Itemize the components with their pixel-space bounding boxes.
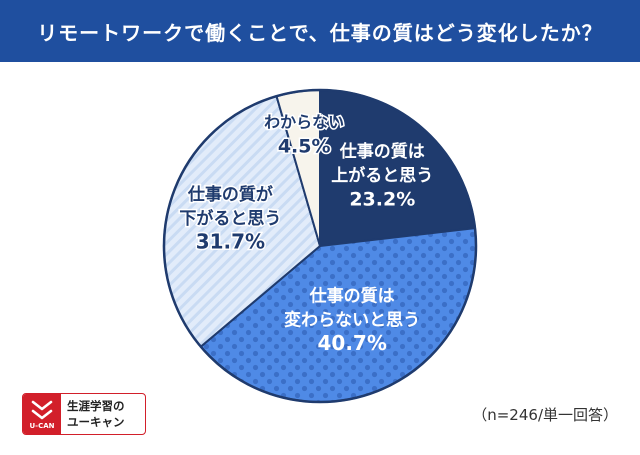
slice-same-percent: 40.7% xyxy=(317,331,386,355)
slice-same-label-0: 仕事の質は xyxy=(309,285,395,306)
ucan-emblem-icon xyxy=(31,400,53,419)
slice-up-label-1: 上がると思う xyxy=(331,165,433,186)
pie-labels: 仕事の質は上がると思う23.2%仕事の質は変わらないと思う40.7%仕事の質が下… xyxy=(178,111,433,355)
slice-down-label-0: 仕事の質が xyxy=(187,184,273,205)
slice-unknown-percent: 4.5% xyxy=(278,135,331,157)
ucan-logo-mark: U-CAN xyxy=(23,394,61,434)
slice-unknown-label-0: わからない xyxy=(264,112,344,131)
ucan-logo: U-CAN 生涯学習の ユーキャン xyxy=(22,393,146,435)
ucan-logo-line1: 生涯学習の xyxy=(67,399,125,413)
slice-up-percent: 23.2% xyxy=(349,189,415,211)
ucan-brand: U-CAN xyxy=(29,421,55,430)
sample-note: （n=246/単一回答） xyxy=(472,406,618,424)
chart-title: リモートワークで働くことで、仕事の質はどう変化したか？ xyxy=(0,0,640,62)
slice-down-percent: 31.7% xyxy=(196,229,265,253)
ucan-logo-line2: ユーキャン xyxy=(67,415,125,429)
slice-up-label-0: 仕事の質は xyxy=(339,141,425,162)
slice-down-label-1: 下がると思う xyxy=(179,208,281,229)
slice-same-label-1: 変わらないと思う xyxy=(284,309,420,330)
pie-outline xyxy=(162,88,478,404)
